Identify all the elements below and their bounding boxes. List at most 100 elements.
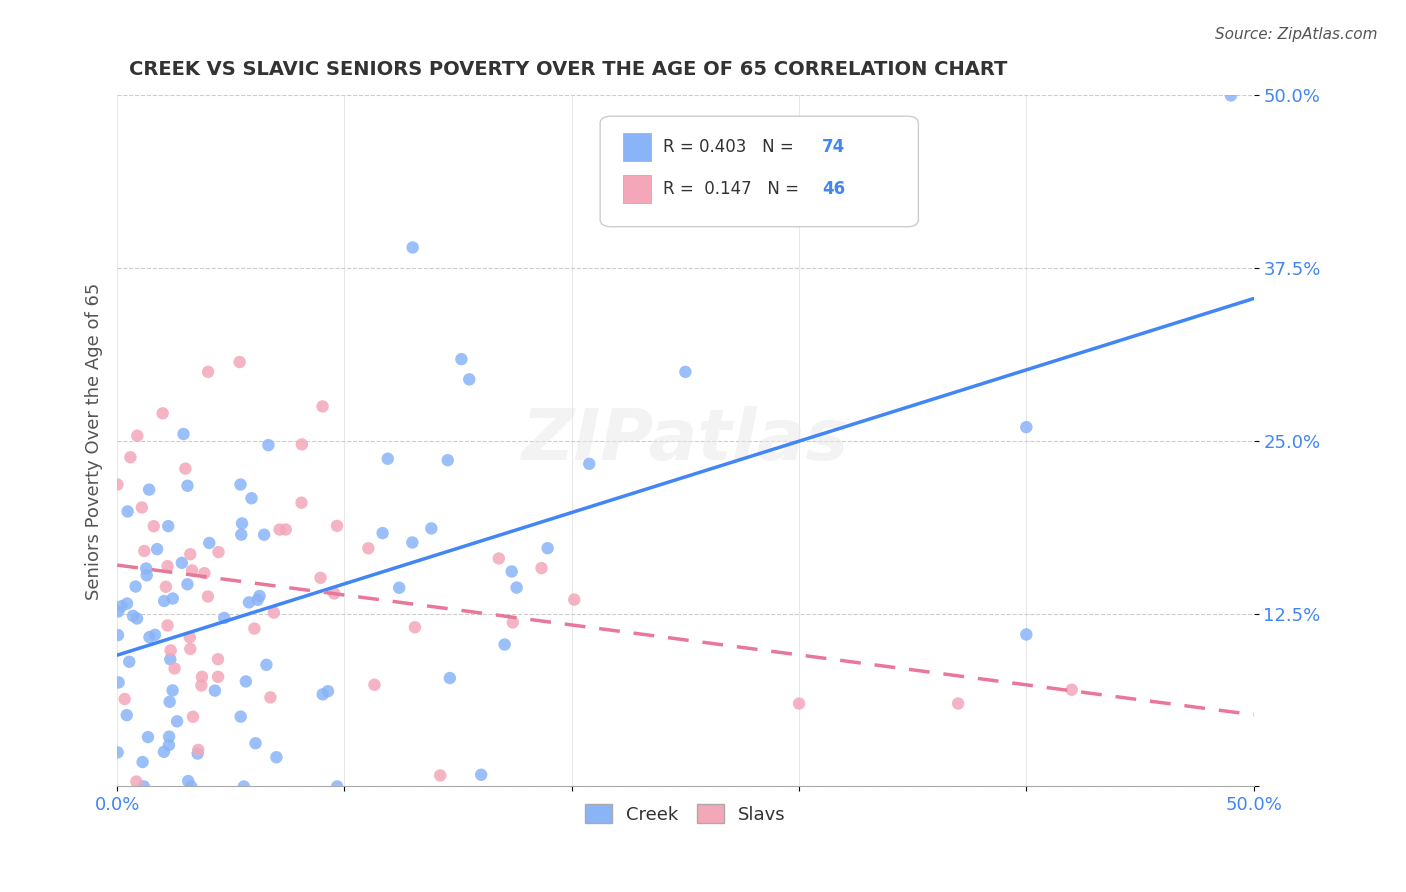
Slavs [152, 406, 174, 420]
Creek [1015, 627, 1038, 641]
Slavs [134, 544, 156, 558]
Creek [1015, 420, 1038, 434]
Slavs [243, 622, 266, 636]
Creek [143, 628, 166, 642]
Creek [245, 736, 267, 750]
Slavs [291, 437, 314, 451]
Creek [162, 683, 184, 698]
FancyBboxPatch shape [623, 134, 651, 161]
Slavs [207, 670, 229, 684]
Creek [198, 536, 221, 550]
Creek [157, 738, 180, 752]
Creek [124, 579, 146, 593]
Creek [501, 565, 523, 579]
Creek [131, 755, 153, 769]
Slavs [228, 355, 250, 369]
Creek [401, 535, 423, 549]
Creek [166, 714, 188, 729]
Slavs [357, 541, 380, 556]
Creek [316, 684, 339, 698]
Creek [107, 675, 129, 690]
Creek [115, 708, 138, 723]
Slavs [269, 523, 291, 537]
Creek [505, 581, 527, 595]
Slavs [502, 615, 524, 630]
Slavs [274, 523, 297, 537]
Creek [177, 774, 200, 789]
Creek [673, 365, 696, 379]
Slavs [191, 670, 214, 684]
Slavs [326, 518, 349, 533]
Creek [107, 604, 129, 618]
Creek [135, 568, 157, 582]
Slavs [404, 620, 426, 634]
Slavs [127, 428, 149, 442]
Slavs [946, 697, 969, 711]
Creek [231, 516, 253, 531]
Creek [214, 611, 236, 625]
Creek [115, 597, 138, 611]
Text: R =  0.147   N =: R = 0.147 N = [662, 179, 804, 198]
Creek [494, 638, 516, 652]
Creek [257, 438, 280, 452]
FancyBboxPatch shape [600, 116, 918, 227]
Creek [125, 611, 148, 625]
Creek [377, 451, 399, 466]
Creek [122, 608, 145, 623]
Creek [159, 695, 181, 709]
Creek [107, 745, 129, 759]
Creek [420, 521, 443, 535]
Creek [371, 526, 394, 541]
Slavs [114, 692, 136, 706]
Slavs [197, 590, 219, 604]
Creek [162, 591, 184, 606]
Slavs [156, 618, 179, 632]
Slavs [155, 580, 177, 594]
Slavs [259, 690, 281, 705]
Slavs [323, 586, 346, 600]
Slavs [1060, 682, 1083, 697]
Creek [536, 541, 558, 556]
Creek [312, 687, 335, 701]
Creek [436, 453, 458, 467]
Slavs [179, 547, 201, 561]
Creek [118, 655, 141, 669]
Slavs [131, 500, 153, 515]
Slavs [181, 710, 204, 724]
Creek [138, 483, 160, 497]
Creek [253, 527, 276, 541]
Creek [470, 768, 492, 782]
Slavs [429, 768, 451, 782]
Slavs [530, 561, 553, 575]
Slavs [787, 697, 810, 711]
Slavs [179, 630, 201, 644]
Slavs [290, 496, 312, 510]
Creek [254, 657, 277, 672]
Slavs [488, 551, 510, 566]
Creek [388, 581, 411, 595]
Creek [176, 479, 198, 493]
Slavs [193, 566, 215, 581]
Creek [266, 750, 288, 764]
Slavs [311, 400, 333, 414]
Creek [132, 780, 155, 794]
Slavs [562, 592, 585, 607]
Creek [136, 730, 159, 744]
Creek [401, 240, 423, 254]
Slavs [105, 477, 128, 491]
Creek [110, 599, 132, 614]
Creek [231, 527, 253, 541]
Creek [450, 352, 472, 367]
Creek [246, 592, 269, 607]
Creek [138, 630, 160, 644]
Text: ZIPatlas: ZIPatlas [522, 407, 849, 475]
Slavs [309, 571, 332, 585]
Text: R = 0.403   N =: R = 0.403 N = [662, 138, 799, 156]
Text: 74: 74 [821, 138, 845, 156]
Creek [187, 747, 209, 761]
Slavs [187, 743, 209, 757]
Creek [157, 730, 180, 744]
Slavs [363, 678, 385, 692]
Slavs [207, 545, 229, 559]
Slavs [197, 365, 219, 379]
